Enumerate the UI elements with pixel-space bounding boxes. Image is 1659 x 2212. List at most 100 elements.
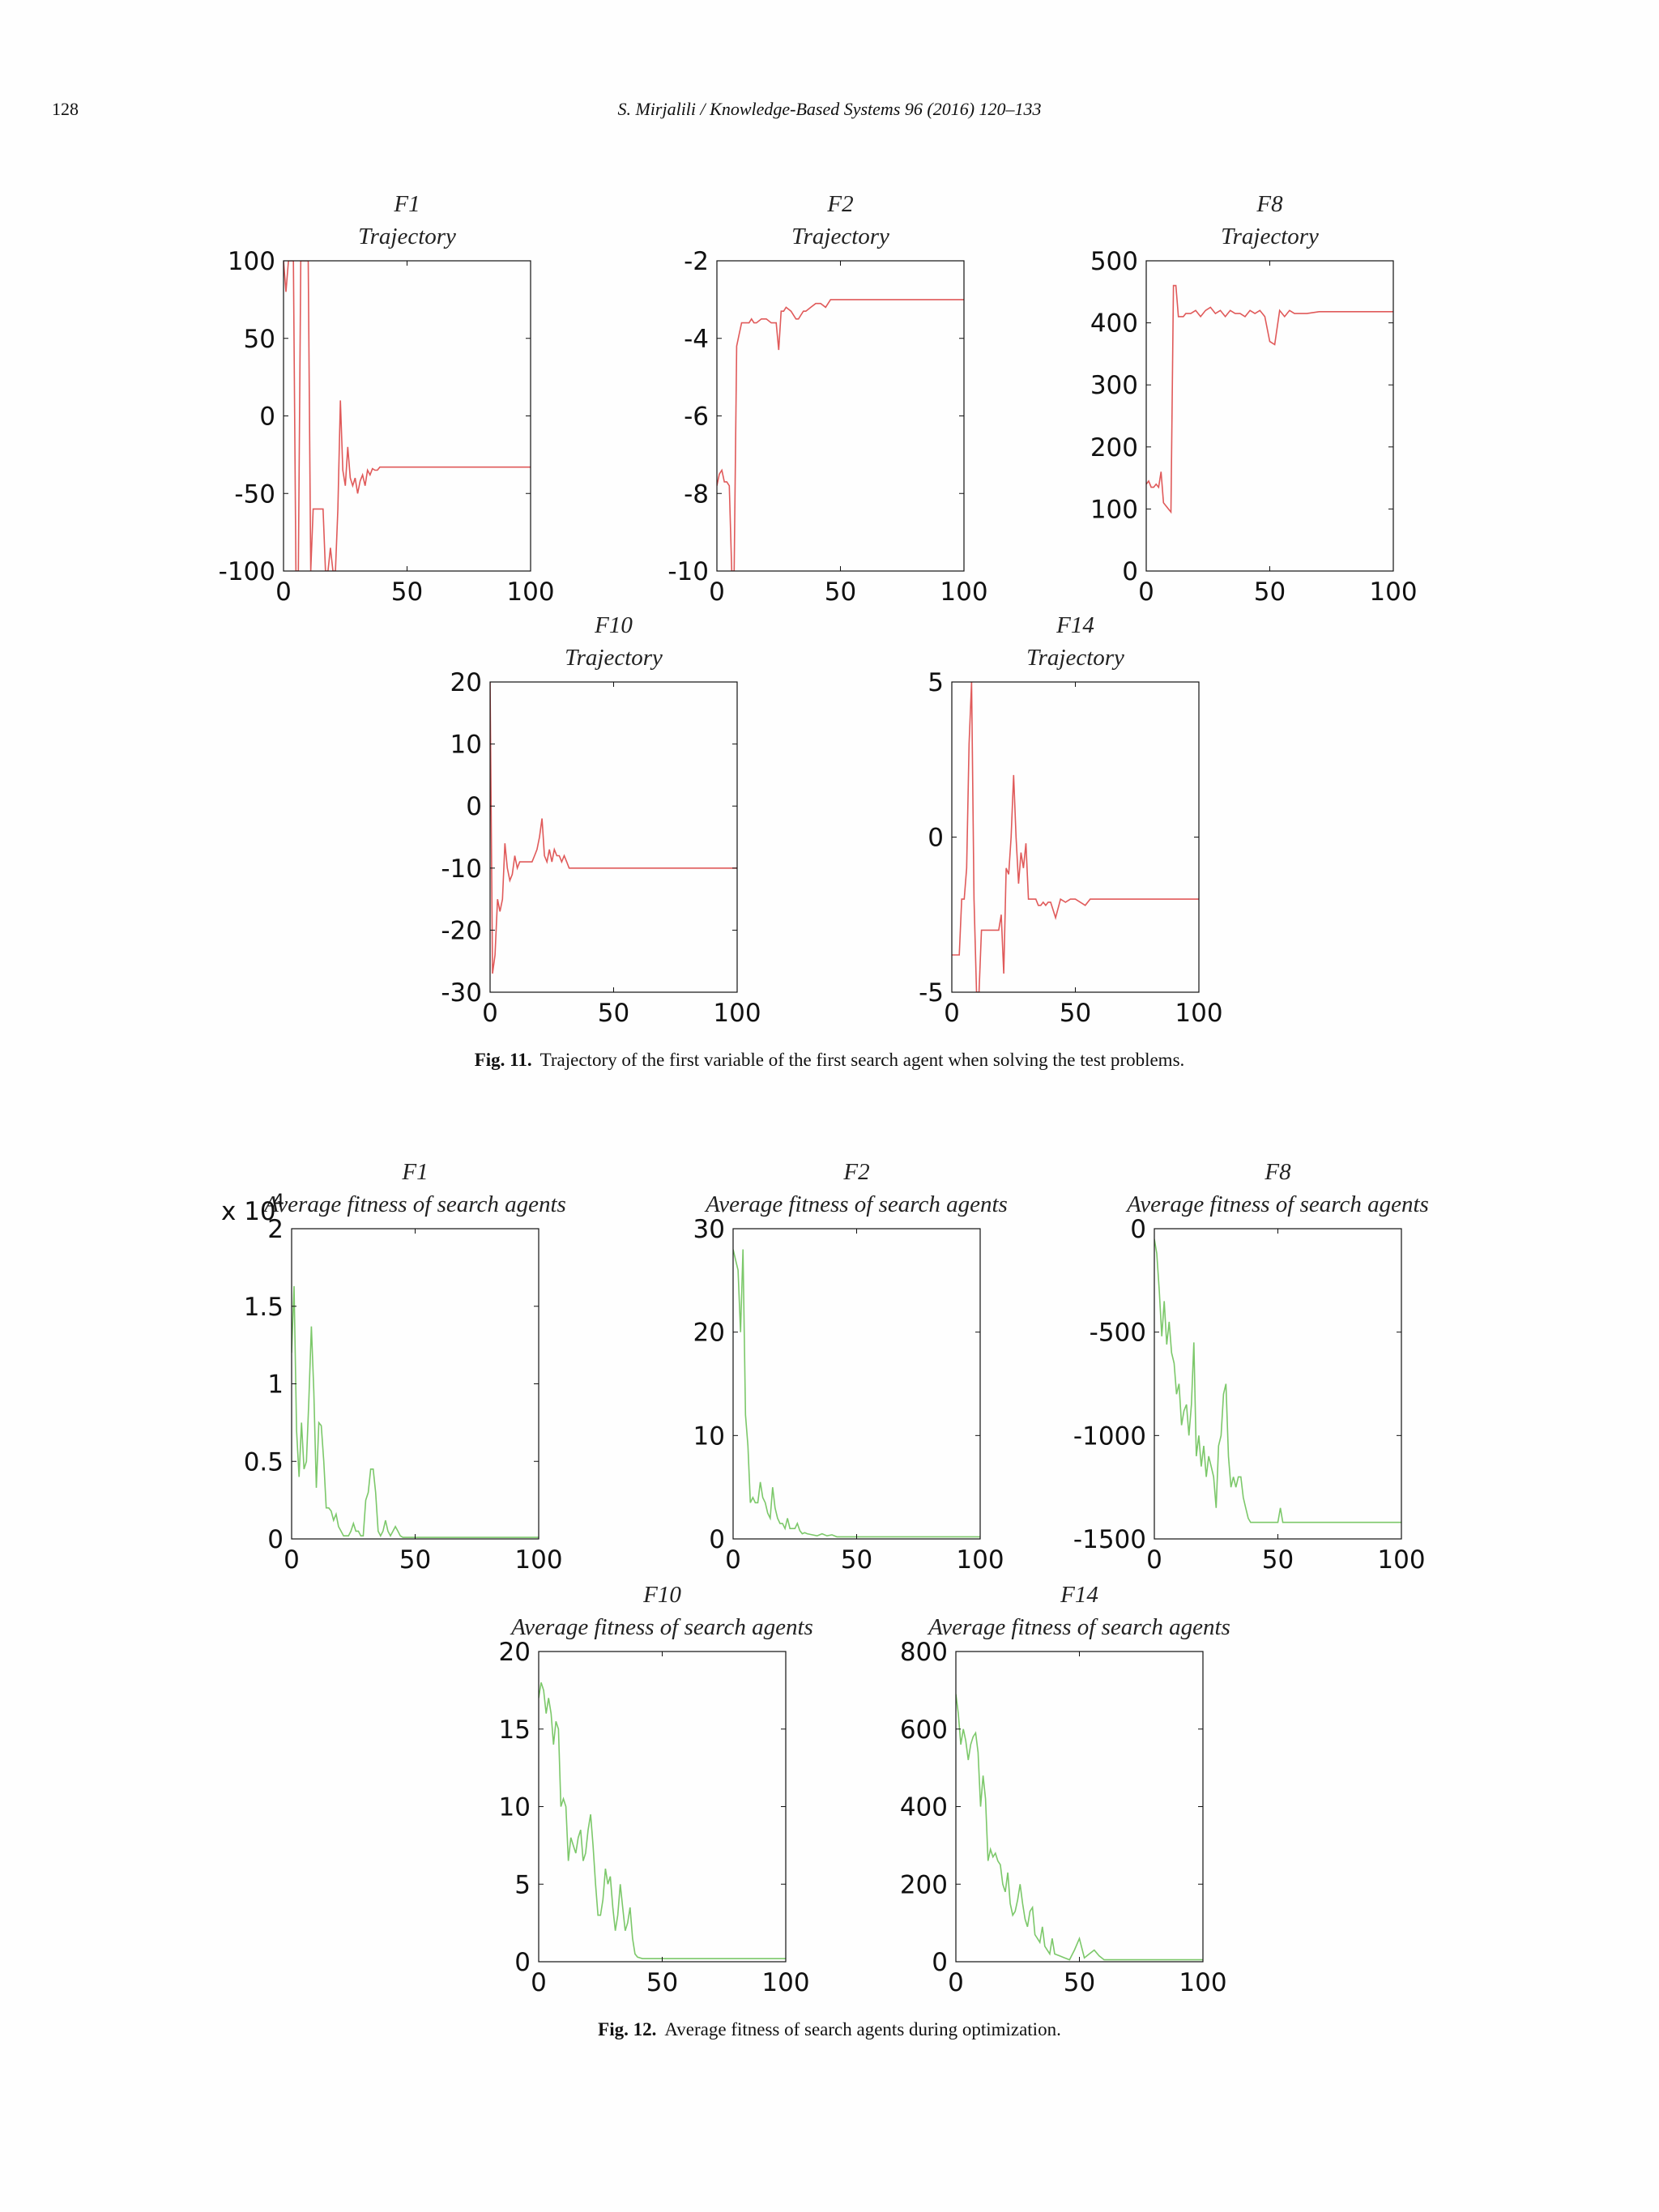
series-line-0 [292, 1285, 539, 1538]
y-tick-label: 50 [244, 325, 275, 354]
x-tick-label: 0 [944, 999, 960, 1028]
chart-fig12-f14: F14 Average fitness of search agents 0 50 10… [900, 1582, 1230, 1997]
chart-title: F10 [642, 1582, 681, 1608]
x-tick-label: 100 [761, 1968, 809, 1997]
y-tick-label: -50 [234, 479, 275, 509]
x-tick-label: 50 [646, 1968, 678, 1997]
plot-frame [951, 681, 1200, 993]
y-tick-label: 10 [450, 731, 482, 760]
chart-subtitle: Trajectory [791, 224, 889, 249]
y-tick-label: -100 [219, 557, 275, 586]
figure-12-label: Fig. 12. [598, 2019, 657, 2039]
series-line-0 [284, 261, 531, 571]
x-tick-label: 50 [391, 578, 423, 607]
y-tick-label: 20 [450, 668, 482, 697]
plot-frame [489, 681, 738, 993]
y-tick-label: -4 [684, 325, 709, 354]
plot-frame [538, 1651, 787, 1963]
y-tick-label: 800 [900, 1638, 948, 1667]
plot-frame [1154, 1228, 1402, 1540]
y-multiplier-exponent: 4 [273, 1191, 284, 1212]
y-tick-label: 0 [709, 1525, 725, 1554]
x-tick-label: 0 [531, 1968, 547, 1997]
y-tick-label: 0 [1122, 557, 1138, 586]
x-tick-label: 50 [1254, 578, 1286, 607]
y-tick-label: 0 [932, 1948, 948, 1977]
chart-subtitle: Average fitness of search agents [262, 1191, 566, 1217]
y-tick-label: 100 [1090, 495, 1138, 524]
y-tick-label: -500 [1090, 1319, 1146, 1348]
chart-fig11-f8: F8 Trajectory 0 50 100 0 100 200 300 400 500 [1090, 191, 1418, 607]
y-tick-label: 2 [267, 1215, 284, 1244]
chart-subtitle: Trajectory [358, 224, 456, 249]
plot-frame [1145, 260, 1394, 572]
chart-title: F8 [1256, 191, 1283, 217]
chart-title: F2 [826, 191, 853, 217]
y-tick-label: 500 [1090, 247, 1138, 276]
series-line-0 [1154, 1238, 1401, 1524]
figure-11-text: Trajectory of the first variable of the … [539, 1050, 1185, 1070]
running-header: S. Mirjalili / Knowledge-Based Systems 9… [617, 99, 1042, 119]
y-tick-label: 0 [259, 403, 275, 432]
x-tick-label: 0 [275, 578, 292, 607]
y-tick-label: 0 [466, 792, 482, 821]
figure-11-label: Fig. 11. [474, 1050, 532, 1070]
chart-subtitle: Average fitness of search agents [927, 1614, 1230, 1640]
x-tick-label: 100 [1175, 999, 1222, 1028]
x-tick-label: 50 [841, 1545, 872, 1575]
y-tick-label: 0 [1130, 1215, 1146, 1244]
y-tick-label: 0 [514, 1948, 531, 1977]
y-tick-label: 300 [1090, 371, 1138, 400]
x-tick-label: 100 [514, 1545, 562, 1575]
chart-subtitle: Trajectory [1026, 645, 1124, 671]
chart-title: F14 [1060, 1582, 1098, 1608]
y-tick-label: 200 [1090, 433, 1138, 462]
x-tick-label: 50 [1262, 1545, 1294, 1575]
y-tick-label: -1000 [1073, 1421, 1146, 1451]
chart-title: F2 [842, 1159, 869, 1185]
chart-subtitle: Average fitness of search agents [510, 1614, 813, 1640]
y-tick-label: 10 [693, 1421, 725, 1451]
chart-title: F14 [1056, 612, 1094, 638]
x-tick-label: 50 [598, 999, 629, 1028]
x-tick-label: 0 [482, 999, 498, 1028]
y-tick-label: 200 [900, 1870, 948, 1899]
x-tick-label: 50 [1060, 999, 1091, 1028]
x-tick-label: 0 [1138, 578, 1154, 607]
series-line-0 [952, 682, 1199, 992]
y-tick-label: 1.5 [244, 1293, 284, 1322]
chart-fig11-f1: F1 Trajectory 0 50 100 -100 -50 0 50 100 [219, 191, 555, 607]
x-tick-label: 100 [956, 1545, 1004, 1575]
x-tick-label: 100 [1179, 1968, 1226, 1997]
series-line-0 [1146, 284, 1393, 514]
y-tick-label: 600 [900, 1715, 948, 1745]
y-tick-label: 15 [499, 1715, 531, 1745]
chart-fig11-f2: F2 Trajectory 0 50 100 -10 -8 -6 -4 -2 [667, 191, 987, 607]
x-tick-label: 50 [825, 578, 856, 607]
series-line-0 [539, 1682, 786, 1960]
figure-11-caption: Fig. 11. Trajectory of the first variable… [0, 1050, 1659, 1071]
y-tick-label: 20 [693, 1319, 725, 1348]
y-tick-label: 30 [693, 1215, 725, 1244]
chart-title: F1 [393, 191, 420, 217]
x-tick-label: 0 [709, 578, 725, 607]
chart-title: F8 [1264, 1159, 1291, 1185]
chart-subtitle: Trajectory [565, 645, 663, 671]
y-tick-label: 400 [1090, 309, 1138, 339]
chart-subtitle: Trajectory [1221, 224, 1319, 249]
y-tick-label: 0 [928, 824, 944, 853]
y-tick-label: 400 [900, 1793, 948, 1822]
series-line-0 [733, 1249, 980, 1538]
x-tick-label: 100 [940, 578, 987, 607]
plot-frame [955, 1651, 1204, 1963]
x-tick-label: 50 [1064, 1968, 1095, 1997]
x-tick-label: 0 [1146, 1545, 1162, 1575]
y-tick-label: 10 [499, 1793, 531, 1822]
chart-title: F1 [401, 1159, 428, 1185]
x-tick-label: 0 [284, 1545, 300, 1575]
y-tick-label: -8 [684, 479, 709, 509]
series-line-0 [956, 1694, 1203, 1961]
